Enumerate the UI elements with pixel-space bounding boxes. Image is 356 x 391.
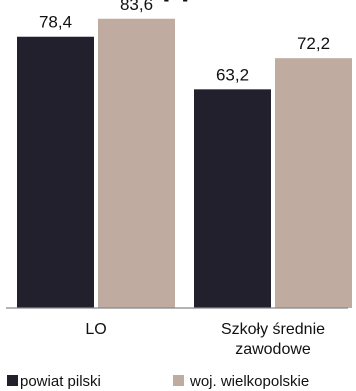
bar-1-2 [194, 89, 271, 308]
data-label-2-2: 72,2 [297, 34, 330, 53]
bars-group [17, 18, 352, 309]
chart-title-fragment: ...[%] [150, 0, 330, 5]
bar-2-2 [275, 58, 352, 308]
category-label-2: Szkoły średnie zawodowe [221, 321, 325, 358]
legend: powiat pilski woj. wielkopolskie [7, 373, 309, 390]
legend-swatch-1 [7, 375, 18, 386]
legend-swatch-2 [173, 375, 184, 386]
legend-label-1: powiat pilski [20, 373, 101, 390]
data-labels-group: 78,4 63,2 83,6 72,2 [39, 0, 330, 84]
legend-label-2: woj. wielkopolskie [189, 373, 309, 390]
category-label-1: LO [85, 321, 106, 338]
chart-title-text: ...[%] [150, 0, 188, 2]
data-label-2-1: 83,6 [120, 0, 153, 14]
data-label-1-2: 63,2 [216, 65, 249, 84]
data-label-1-1: 78,4 [39, 13, 72, 32]
bar-2-1 [98, 18, 175, 309]
bar-1-1 [17, 36, 94, 309]
category-labels-group: LO Szkoły średnie zawodowe [85, 321, 325, 358]
